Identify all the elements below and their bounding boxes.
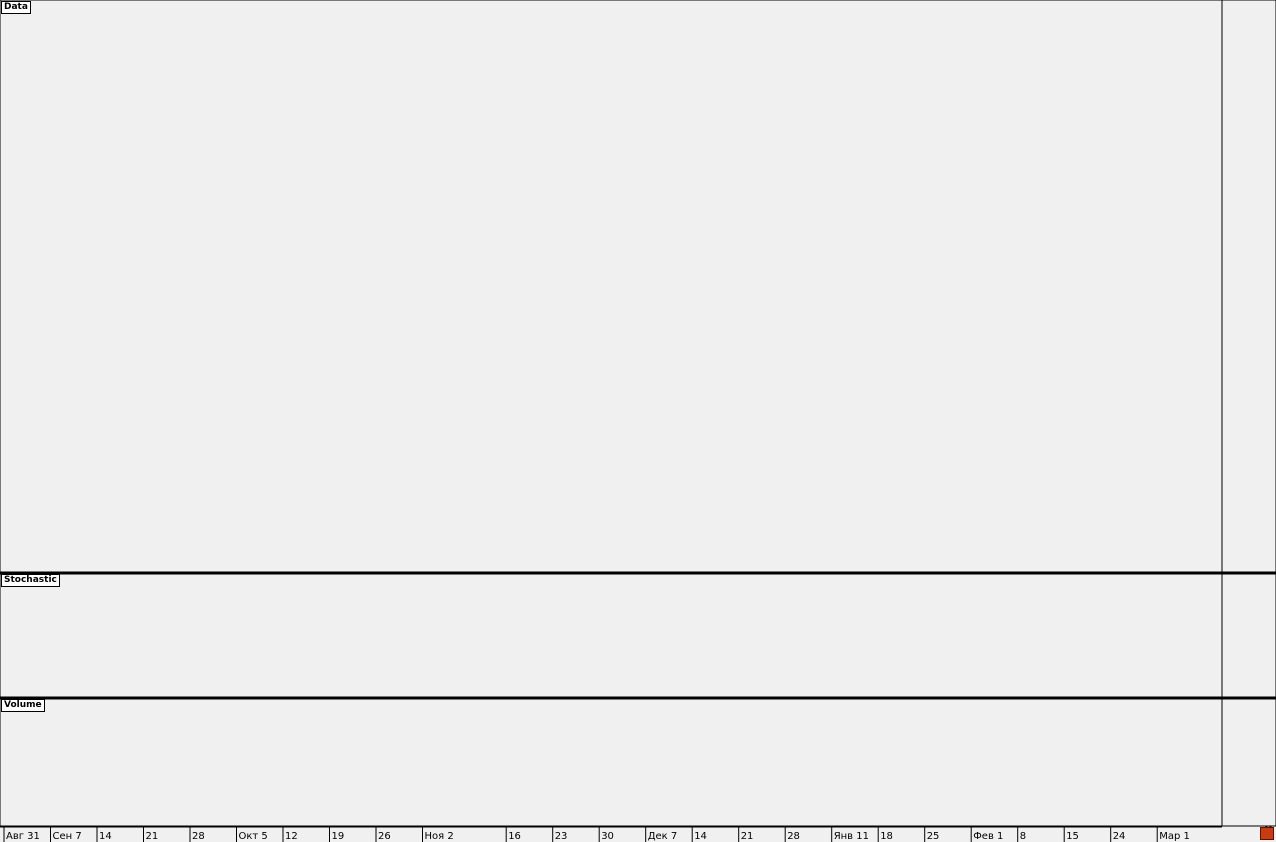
stochastic-pane-label: Stochastic bbox=[1, 574, 60, 587]
axis-frame-1 bbox=[1221, 573, 1276, 698]
x-tick-label: Сен 7 bbox=[53, 831, 82, 842]
x-tick-label: 24 bbox=[1113, 831, 1126, 842]
x-tick-label: 14 bbox=[694, 831, 707, 842]
x-tick-label: 19 bbox=[332, 831, 345, 842]
x-tick-label: 15 bbox=[1066, 831, 1079, 842]
x-tick-label: 8 bbox=[1020, 831, 1026, 842]
x-tick-label: 14 bbox=[99, 831, 112, 842]
x-tick-label: 21 bbox=[741, 831, 754, 842]
axis-frame-0 bbox=[1221, 0, 1276, 573]
x-tick-label: 25 bbox=[927, 831, 940, 842]
pane-frame-0 bbox=[0, 0, 1223, 573]
x-tick-label: 18 bbox=[880, 831, 893, 842]
x-tick-label: Авг 31 bbox=[6, 831, 40, 842]
x-axis-bg bbox=[0, 827, 1276, 842]
x-tick-label: Дек 7 bbox=[648, 831, 678, 842]
volume-pane-label: Volume bbox=[1, 699, 45, 712]
x-tick-label: 23 bbox=[555, 831, 568, 842]
x-tick-label: Мар 1 bbox=[1159, 831, 1190, 842]
x-tick-label: 28 bbox=[192, 831, 205, 842]
x-tick-label: 21 bbox=[146, 831, 159, 842]
x-tick-label: 30 bbox=[601, 831, 614, 842]
x-tick-label: Окт 5 bbox=[239, 831, 268, 842]
x-tick-label: Фев 1 bbox=[973, 831, 1003, 842]
axis-frame-2 bbox=[1221, 698, 1276, 827]
x-tick-label: 26 bbox=[378, 831, 391, 842]
x-tick-label: 16 bbox=[508, 831, 521, 842]
pane-frame-1 bbox=[0, 573, 1223, 698]
x-tick-label: 28 bbox=[787, 831, 800, 842]
x-tick-label: Ноя 2 bbox=[425, 831, 454, 842]
export-icon[interactable] bbox=[1260, 827, 1274, 840]
price-pane-label: Data bbox=[1, 1, 31, 14]
x-axis: Авг 31 Сен 7 14 21 28 Окт 5 12 19 26 Ноя 2 16 23 30 Д… bbox=[0, 826, 1276, 842]
x-tick-label: Янв 11 bbox=[834, 831, 869, 842]
x-tick-label: 12 bbox=[285, 831, 298, 842]
pane-frame-2 bbox=[0, 698, 1223, 827]
